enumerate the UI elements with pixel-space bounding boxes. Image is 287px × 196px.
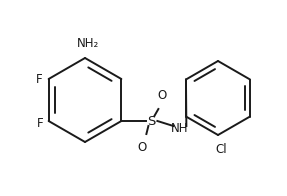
Text: F: F [37, 116, 44, 130]
Text: F: F [36, 73, 43, 85]
Text: S: S [147, 114, 156, 128]
Text: O: O [158, 89, 167, 102]
Text: NH₂: NH₂ [77, 37, 99, 50]
Text: Cl: Cl [215, 143, 227, 156]
Text: O: O [138, 141, 147, 154]
Text: NH: NH [171, 122, 188, 134]
